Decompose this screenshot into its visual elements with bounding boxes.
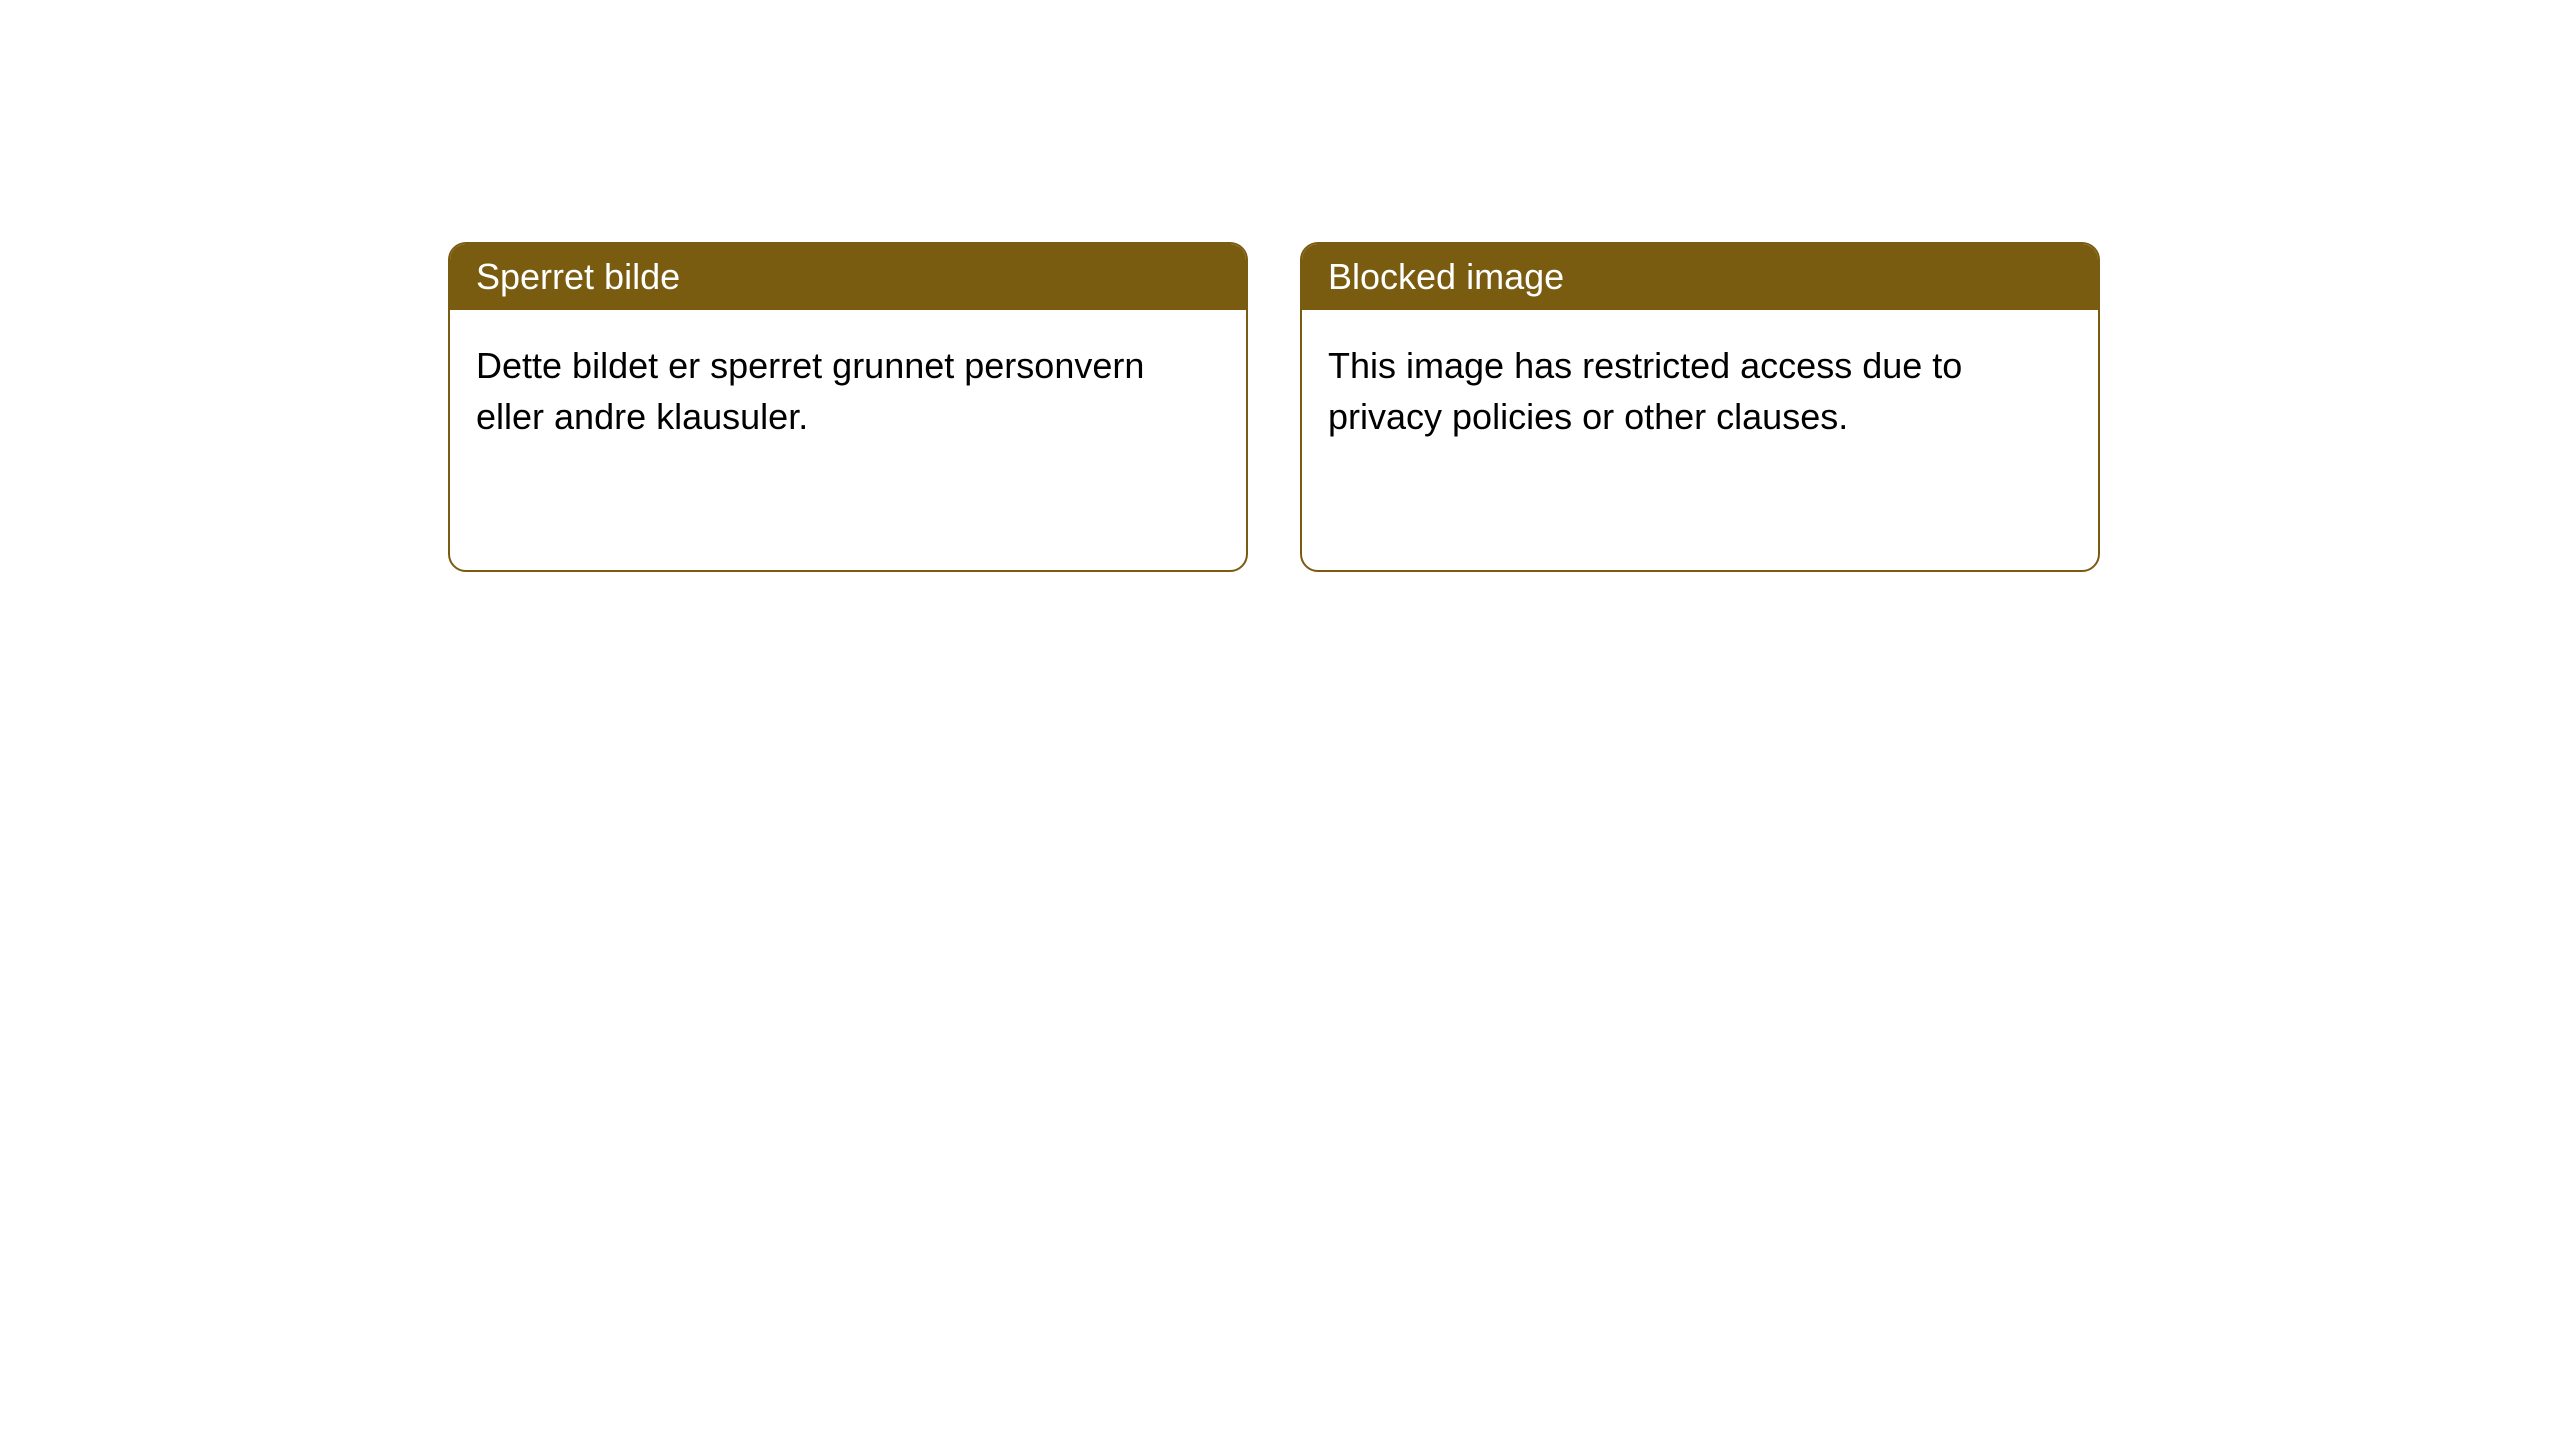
notice-header-norwegian: Sperret bilde	[450, 244, 1246, 310]
notice-body-norwegian: Dette bildet er sperret grunnet personve…	[450, 310, 1246, 472]
notice-card-norwegian: Sperret bilde Dette bildet er sperret gr…	[448, 242, 1248, 572]
notice-container: Sperret bilde Dette bildet er sperret gr…	[0, 0, 2560, 572]
notice-header-english: Blocked image	[1302, 244, 2098, 310]
notice-card-english: Blocked image This image has restricted …	[1300, 242, 2100, 572]
notice-body-english: This image has restricted access due to …	[1302, 310, 2098, 472]
